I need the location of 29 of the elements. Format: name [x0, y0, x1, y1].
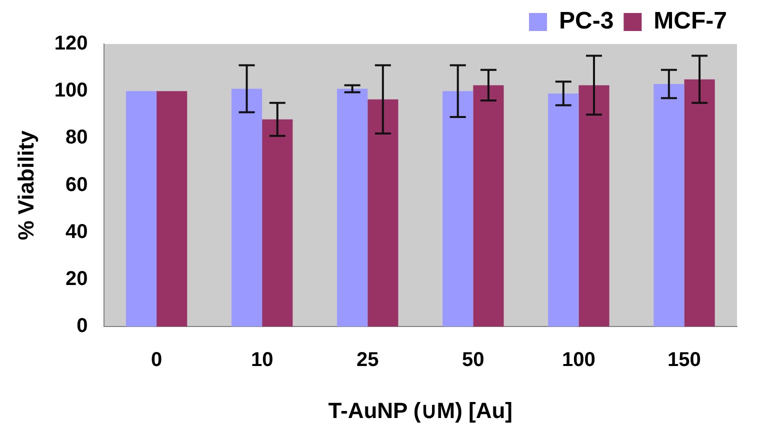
legend-label: MCF-7 — [654, 8, 728, 35]
x-tick-label: 50 — [462, 349, 484, 372]
y-tick-label: 100 — [54, 80, 88, 102]
y-axis-title: % Viability — [13, 130, 38, 240]
bar — [684, 79, 715, 327]
bar — [231, 88, 262, 327]
x-axis-title: T-AuNP (∪M) [Au] — [328, 398, 512, 423]
bar — [126, 91, 157, 327]
y-tick-label: 0 — [76, 315, 88, 338]
x-tick-label: 10 — [250, 349, 274, 372]
bar — [368, 99, 398, 327]
bar — [262, 119, 293, 327]
bar — [578, 85, 610, 327]
y-tick-label: 60 — [66, 174, 88, 196]
y-tick-label: 20 — [66, 268, 88, 290]
bar — [337, 88, 368, 327]
x-tick-label: 25 — [356, 349, 379, 372]
x-tick-label: 100 — [562, 349, 596, 372]
bar — [548, 93, 579, 327]
y-tick-label: 120 — [54, 32, 88, 55]
bar — [156, 91, 188, 327]
bar — [654, 84, 684, 327]
legend-label: PC-3 — [558, 8, 614, 35]
bar — [442, 91, 474, 327]
y-tick-label: 80 — [66, 126, 88, 149]
y-tick-label: 40 — [66, 220, 88, 243]
bar — [473, 85, 504, 327]
x-tick-label: 0 — [150, 349, 162, 372]
x-tick-label: 150 — [668, 349, 701, 372]
